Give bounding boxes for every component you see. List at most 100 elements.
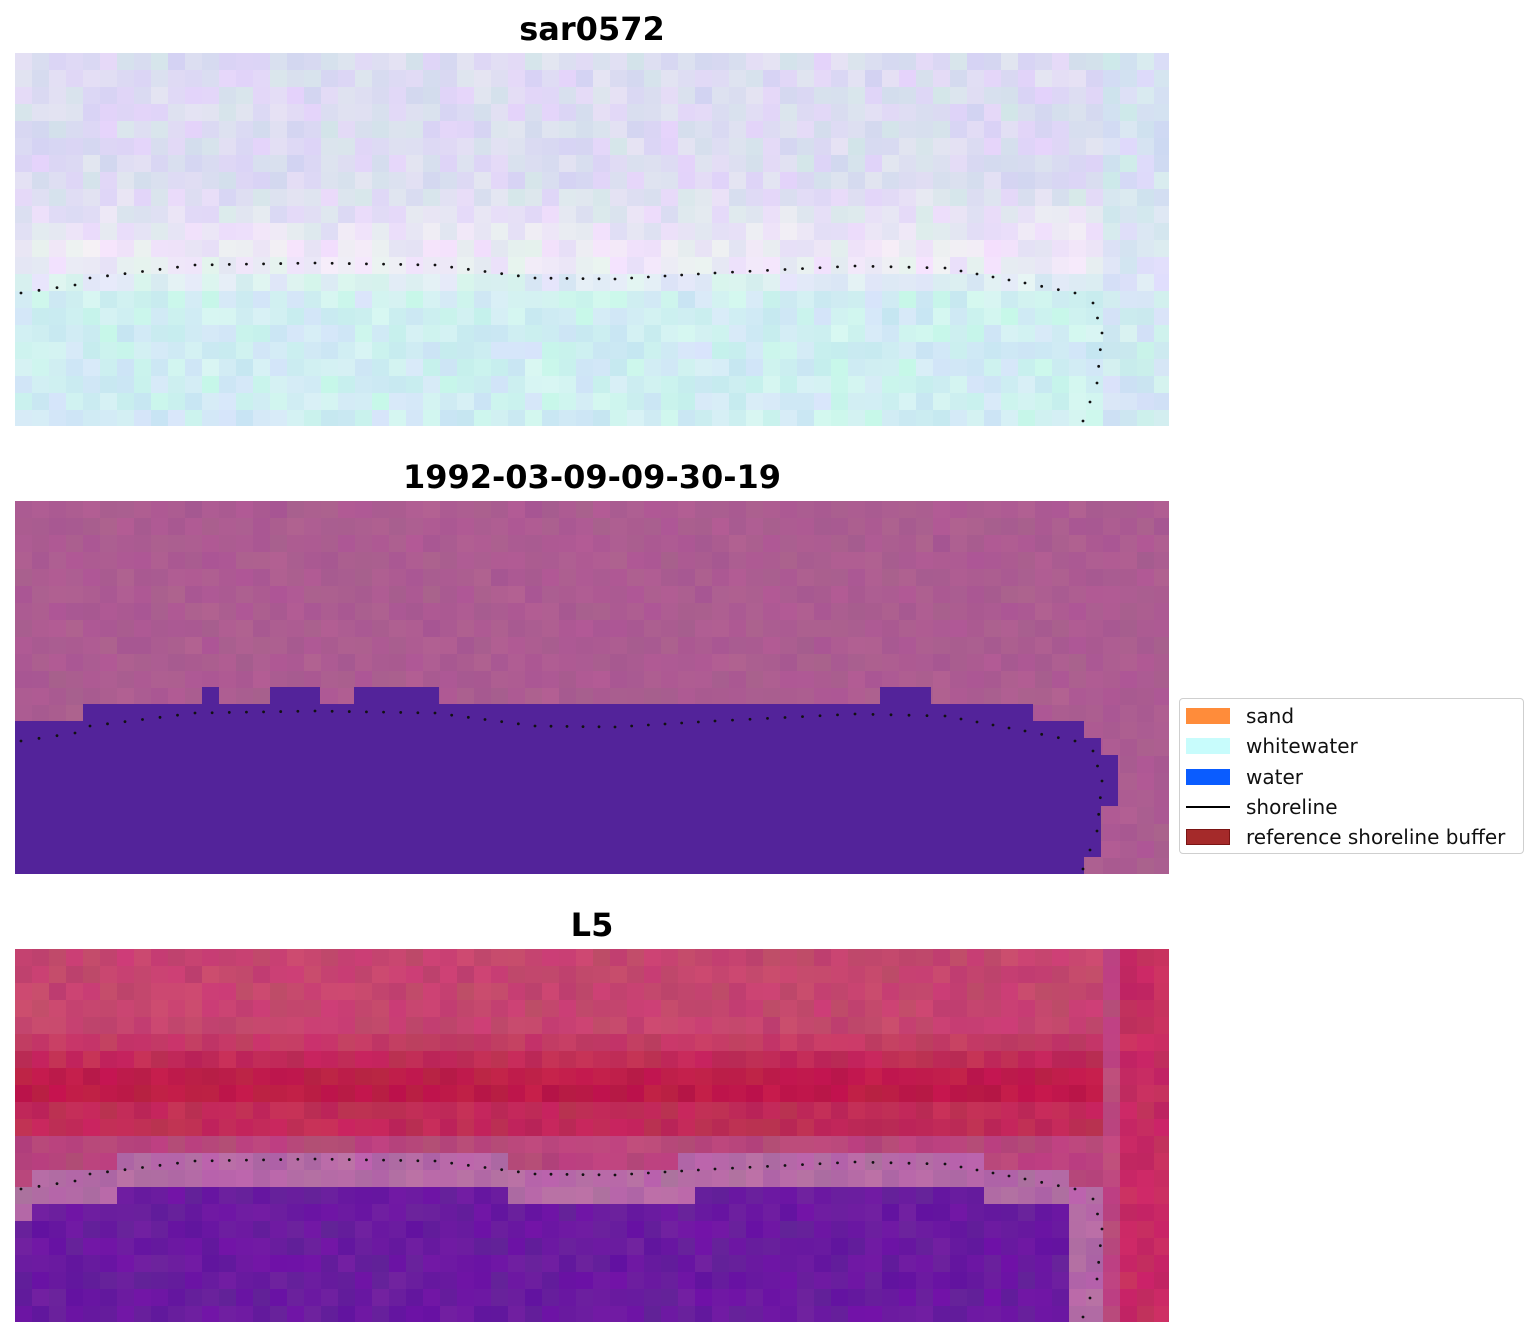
pixel — [525, 104, 542, 121]
pixel — [100, 172, 117, 189]
pixel — [559, 138, 576, 155]
index-pixel — [100, 1289, 117, 1306]
pixel — [848, 104, 865, 121]
land-pixel — [321, 569, 338, 586]
index-pixel — [865, 1000, 882, 1017]
land-pixel — [848, 671, 865, 688]
land-pixel — [117, 654, 134, 671]
pixel — [355, 308, 372, 325]
land-pixel — [916, 569, 933, 586]
index-pixel — [270, 1068, 287, 1085]
land-pixel — [15, 586, 32, 603]
pixel — [729, 257, 746, 274]
index-pixel — [1035, 1068, 1052, 1085]
land-pixel — [304, 637, 321, 654]
pixel — [899, 70, 916, 87]
pixel — [406, 376, 423, 393]
index-pixel — [1069, 1221, 1086, 1238]
index-pixel — [576, 966, 593, 983]
index-pixel — [695, 1289, 712, 1306]
index-pixel — [797, 949, 814, 966]
index-pixel — [899, 1221, 916, 1238]
pixel — [1086, 257, 1103, 274]
index-pixel — [593, 1153, 610, 1170]
pixel — [967, 342, 984, 359]
pixel — [474, 359, 491, 376]
index-pixel — [559, 1068, 576, 1085]
shoreline-point — [581, 725, 585, 728]
pixel — [967, 325, 984, 342]
land-pixel — [627, 654, 644, 671]
index-pixel — [219, 983, 236, 1000]
index-pixel — [576, 1272, 593, 1289]
pixel — [865, 274, 882, 291]
shoreline-point — [1073, 1187, 1077, 1191]
land-pixel — [287, 586, 304, 603]
shoreline-point — [766, 268, 769, 272]
land-pixel — [134, 620, 151, 637]
pixel — [406, 240, 423, 257]
pixel — [491, 291, 508, 308]
pixel — [797, 121, 814, 138]
pixel — [950, 172, 967, 189]
index-pixel — [185, 1204, 202, 1221]
index-pixel — [644, 1034, 661, 1051]
land-pixel — [491, 501, 508, 518]
index-pixel — [882, 1102, 899, 1119]
pixel — [916, 172, 933, 189]
pixel — [49, 240, 66, 257]
land-pixel — [746, 620, 763, 637]
pixel — [66, 342, 83, 359]
land-pixel — [1086, 535, 1103, 552]
index-pixel — [780, 1204, 797, 1221]
pixel — [457, 274, 474, 291]
shoreline-point — [279, 1158, 283, 1161]
land-pixel — [423, 535, 440, 552]
land-pixel — [627, 620, 644, 637]
index-pixel — [1001, 949, 1018, 966]
index-pixel — [933, 1034, 950, 1051]
index-pixel — [1120, 1187, 1137, 1204]
land-pixel — [644, 671, 661, 688]
land-pixel — [848, 569, 865, 586]
pixel — [100, 53, 117, 70]
pixel — [712, 240, 729, 257]
pixel — [1154, 138, 1169, 155]
pixel — [389, 376, 406, 393]
land-pixel — [627, 671, 644, 688]
index-pixel — [355, 983, 372, 1000]
pixel — [916, 342, 933, 359]
pixel — [610, 240, 627, 257]
index-pixel — [780, 983, 797, 1000]
pixel — [1120, 240, 1137, 257]
pixel — [423, 206, 440, 223]
shoreline-point — [279, 710, 283, 713]
shoreline-point — [55, 734, 59, 738]
index-pixel — [865, 1136, 882, 1153]
index-pixel — [865, 966, 882, 983]
index-pixel — [168, 1221, 185, 1238]
land-pixel — [440, 688, 457, 705]
pixel — [1001, 325, 1018, 342]
index-pixel — [32, 983, 49, 1000]
index-pixel — [49, 1136, 66, 1153]
land-pixel — [1086, 620, 1103, 637]
index-pixel — [627, 1034, 644, 1051]
index-pixel — [1086, 1272, 1103, 1289]
index-pixel — [814, 1034, 831, 1051]
index-pixel — [338, 1238, 355, 1255]
pixel — [270, 308, 287, 325]
index-pixel — [508, 1238, 525, 1255]
pixel — [712, 189, 729, 206]
index-pixel — [695, 1000, 712, 1017]
land-pixel — [576, 603, 593, 620]
pixel — [440, 308, 457, 325]
land-pixel — [661, 688, 678, 705]
land-pixel — [372, 654, 389, 671]
pixel — [355, 223, 372, 240]
pixel — [236, 155, 253, 172]
index-pixel — [15, 1136, 32, 1153]
pixel — [797, 70, 814, 87]
pixel — [134, 291, 151, 308]
land-pixel — [559, 688, 576, 705]
